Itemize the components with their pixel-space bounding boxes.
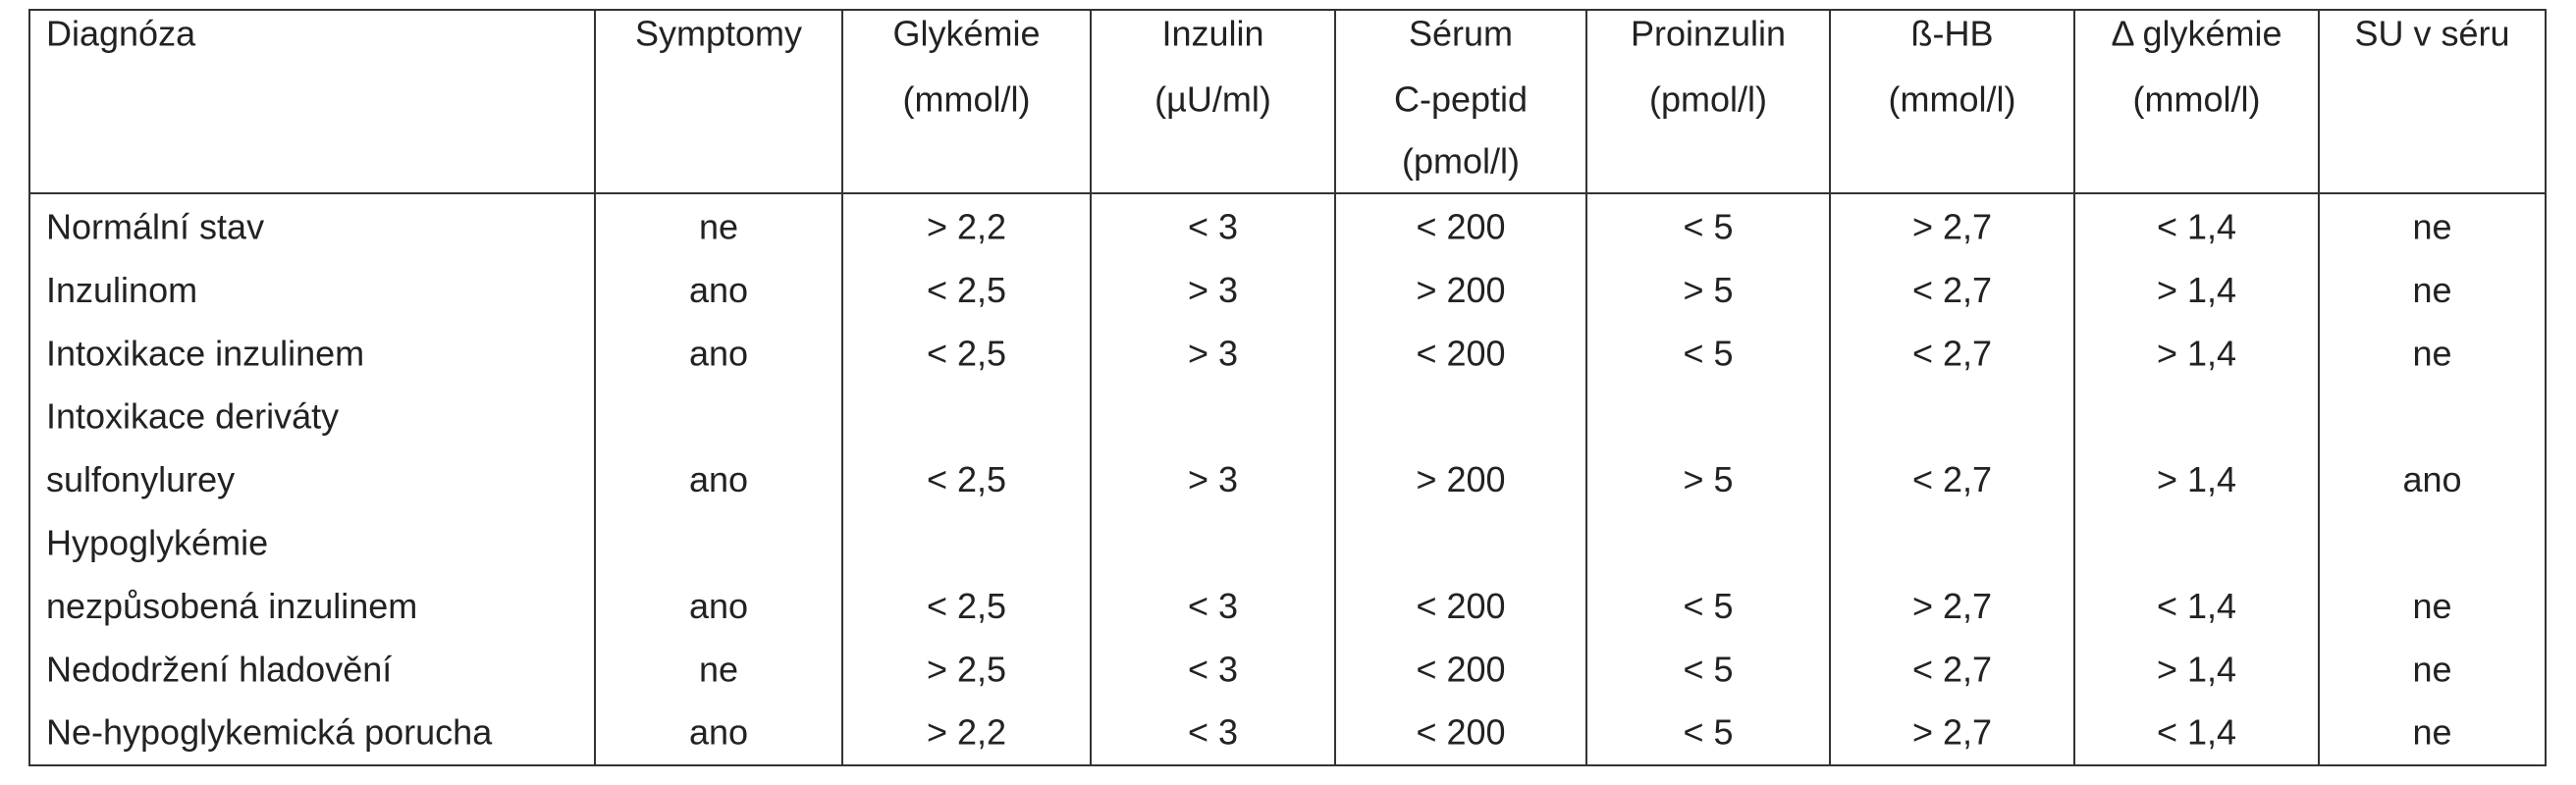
table-border [28,9,2547,766]
cell: < 3 [1188,586,1238,626]
cell: < 1,4 [2157,712,2236,753]
cell: < 2,5 [927,459,1006,499]
cell: < 2,5 [927,270,1006,310]
column-header: Proinzulin [1631,14,1786,54]
cell: < 200 [1416,649,1505,689]
cell: > 200 [1416,270,1505,310]
column-header: Diagnóza [46,14,196,54]
cell: > 3 [1188,270,1238,310]
cell: ne [2412,333,2451,373]
column-header: Glykémie [892,14,1040,54]
column-header: (pmol/l) [1402,141,1520,182]
row-label: Intoxikace deriváty [46,396,339,437]
cell: < 1,4 [2157,207,2236,247]
row-label: nezpůsobená inzulinem [46,586,417,626]
cell: < 2,5 [927,333,1006,373]
cell: < 2,5 [927,586,1006,626]
cell: < 3 [1188,207,1238,247]
row-label: Ne-hypoglykemická porucha [46,712,493,753]
cell: < 5 [1683,712,1733,753]
cell: < 2,7 [1912,333,1992,373]
cell: < 200 [1416,586,1505,626]
cell: < 200 [1416,712,1505,753]
column-header: ß-HB [1911,14,1994,54]
column-header: Δ glykémie [2111,14,2281,54]
cell: ne [699,649,738,689]
cell: > 200 [1416,459,1505,499]
row-label: Inzulinom [46,270,197,310]
column-header: Inzulin [1161,14,1263,54]
cell: > 1,4 [2157,649,2236,689]
column-header: (mmol/l) [2133,79,2261,120]
cell: > 1,4 [2157,333,2236,373]
cell: < 1,4 [2157,586,2236,626]
column-header: Sérum [1409,14,1513,54]
column-header: SU v séru [2354,14,2509,54]
cell: > 2,7 [1912,207,1992,247]
row-label: Nedodržení hladovění [46,649,392,689]
column-header: (µU/ml) [1154,79,1271,120]
row-label: Normální stav [46,207,264,247]
column-header: (mmol/l) [903,79,1031,120]
column-header: Symptomy [635,14,802,54]
cell: ano [689,270,748,310]
cell: < 5 [1683,586,1733,626]
cell: > 2,7 [1912,586,1992,626]
cell: > 2,7 [1912,712,1992,753]
row-label: Hypoglykémie [46,523,268,563]
cell: < 5 [1683,649,1733,689]
column-header: (pmol/l) [1649,79,1767,120]
cell: > 3 [1188,459,1238,499]
cell: < 200 [1416,333,1505,373]
cell: > 3 [1188,333,1238,373]
cell: > 2,5 [927,649,1006,689]
cell: ne [2412,586,2451,626]
cell: ne [2412,649,2451,689]
cell: ano [689,459,748,499]
cell: < 200 [1416,207,1505,247]
cell: > 2,2 [927,712,1006,753]
cell: < 2,7 [1912,270,1992,310]
cell: < 2,7 [1912,459,1992,499]
cell: < 3 [1188,712,1238,753]
row-label: Intoxikace inzulinem [46,333,364,373]
cell: ano [689,586,748,626]
row-label: sulfonylurey [46,459,235,499]
column-header: (mmol/l) [1889,79,2016,120]
cell: < 5 [1683,207,1733,247]
cell: > 2,2 [927,207,1006,247]
cell: > 1,4 [2157,459,2236,499]
cell: ne [2412,712,2451,753]
cell: > 1,4 [2157,270,2236,310]
cell: ano [689,333,748,373]
cell: < 5 [1683,333,1733,373]
cell: > 5 [1683,270,1733,310]
cell: ano [2402,459,2461,499]
cell: > 5 [1683,459,1733,499]
cell: < 3 [1188,649,1238,689]
cell: ne [2412,207,2451,247]
cell: < 2,7 [1912,649,1992,689]
cell: ano [689,712,748,753]
column-header: C-peptid [1394,79,1528,120]
cell: ne [2412,270,2451,310]
cell: ne [699,207,738,247]
